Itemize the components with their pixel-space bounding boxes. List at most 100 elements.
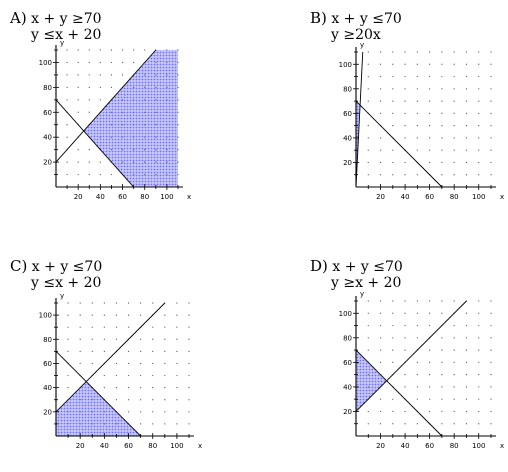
boundary-line bbox=[55, 99, 134, 188]
grid-dot bbox=[115, 362, 118, 365]
grid-dot bbox=[166, 161, 168, 163]
grid-dot bbox=[176, 338, 178, 340]
grid-dot bbox=[379, 161, 382, 164]
grid-dot bbox=[490, 398, 492, 400]
grid-dot bbox=[478, 349, 480, 351]
grid-dot bbox=[144, 74, 146, 76]
grid-dot bbox=[133, 149, 135, 151]
grid-dot bbox=[88, 149, 90, 151]
grid-dot bbox=[429, 161, 431, 164]
grid-dot bbox=[110, 173, 113, 176]
grid-dot bbox=[188, 399, 190, 401]
grid-dot bbox=[177, 161, 179, 163]
grid-dot bbox=[99, 99, 101, 101]
grid-dot bbox=[465, 112, 468, 114]
grid-dot bbox=[490, 112, 492, 114]
grid-dot bbox=[140, 314, 142, 316]
shaded-region bbox=[356, 350, 387, 412]
grid-dot bbox=[99, 61, 101, 64]
boundary-line bbox=[355, 100, 443, 188]
grid-dot bbox=[176, 362, 178, 365]
boundary-line bbox=[55, 302, 166, 413]
grid-dot bbox=[478, 374, 480, 376]
grid-dot bbox=[416, 398, 418, 400]
y-tick-label: 60 bbox=[343, 110, 352, 118]
grid-dot bbox=[367, 88, 369, 90]
grid-dot bbox=[429, 410, 431, 413]
grid-dot bbox=[465, 410, 468, 413]
y-tick-label: 80 bbox=[43, 84, 52, 92]
grid-dot bbox=[103, 302, 105, 304]
grid-dot bbox=[133, 161, 135, 163]
grid-dot bbox=[164, 350, 166, 352]
grid-dot bbox=[429, 349, 431, 351]
grid-dot bbox=[115, 374, 118, 377]
grid-dot bbox=[77, 161, 79, 163]
grid-dot bbox=[155, 61, 157, 64]
grid-dot bbox=[416, 100, 418, 102]
grid-dot bbox=[416, 423, 418, 425]
grid-dot bbox=[490, 410, 492, 413]
grid-dot bbox=[478, 75, 480, 78]
grid-dot bbox=[478, 100, 480, 102]
y-tick-label: 20 bbox=[343, 408, 352, 416]
grid-dot bbox=[155, 173, 157, 176]
x-tick-label: 80 bbox=[148, 442, 157, 450]
grid-dot bbox=[67, 387, 69, 389]
grid-dot bbox=[121, 136, 124, 138]
grid-dot bbox=[379, 423, 382, 425]
grid-dot bbox=[453, 349, 455, 351]
grid-dot bbox=[379, 112, 382, 114]
grid-dot bbox=[416, 75, 418, 78]
grid-dot bbox=[441, 361, 443, 363]
grid-dot bbox=[144, 124, 146, 126]
grid-dot bbox=[77, 61, 79, 64]
grid-dot bbox=[155, 86, 157, 88]
grid-dot bbox=[404, 410, 406, 413]
grid-dot bbox=[490, 63, 492, 65]
grid-dot bbox=[103, 338, 105, 340]
x-tick-label: 60 bbox=[124, 442, 133, 450]
grid-dot bbox=[367, 161, 369, 164]
grid-dot bbox=[441, 137, 443, 139]
x-axis-label: x bbox=[187, 193, 191, 201]
grid-dot bbox=[367, 51, 369, 53]
y-tick-label: 100 bbox=[339, 310, 352, 318]
grid-dot bbox=[121, 124, 124, 126]
grid-dot bbox=[379, 88, 382, 90]
grid-dot bbox=[478, 324, 480, 327]
y-tick-label: 40 bbox=[343, 383, 352, 391]
grid-dot bbox=[155, 111, 157, 113]
grid-dot bbox=[465, 349, 468, 351]
grid-dot bbox=[453, 100, 455, 102]
grid-dot bbox=[177, 99, 179, 101]
grid-dot bbox=[441, 112, 443, 114]
x-tick-label: 20 bbox=[74, 193, 83, 201]
grid-dot bbox=[379, 324, 382, 327]
grid-dot bbox=[66, 86, 68, 88]
grid-dot bbox=[367, 337, 369, 339]
x-axis-label: x bbox=[500, 193, 504, 201]
grid-dot bbox=[99, 136, 101, 138]
grid-dot bbox=[379, 100, 382, 102]
y-tick-label: 40 bbox=[43, 384, 52, 392]
grid-dot bbox=[453, 75, 455, 78]
grid-dot bbox=[127, 399, 130, 401]
grid-dot bbox=[121, 49, 124, 51]
grid-dot bbox=[490, 149, 492, 151]
grid-dot bbox=[99, 49, 101, 51]
grid-dot bbox=[453, 374, 455, 376]
y-tick-label: 100 bbox=[39, 59, 52, 67]
grid-dot bbox=[91, 314, 93, 316]
grid-dot bbox=[127, 362, 130, 365]
grid-dot bbox=[490, 349, 492, 351]
grid-dot bbox=[127, 411, 130, 413]
grid-dot bbox=[152, 350, 154, 352]
grid-dot bbox=[490, 423, 492, 425]
grid-dot bbox=[478, 51, 480, 53]
grid-dot bbox=[490, 88, 492, 90]
grid-dot bbox=[490, 137, 492, 139]
grid-dot bbox=[379, 137, 382, 139]
boundary-line bbox=[355, 300, 467, 412]
grid-dot bbox=[392, 337, 394, 339]
